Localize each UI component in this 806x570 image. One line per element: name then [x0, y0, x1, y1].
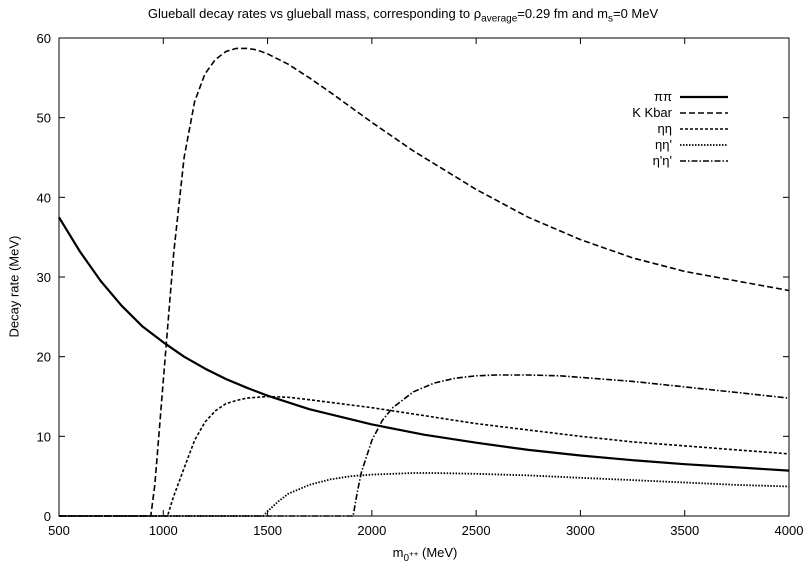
x-tick-label: 2000	[357, 523, 386, 538]
y-tick-label: 30	[37, 270, 51, 285]
x-tick-label: 3000	[566, 523, 595, 538]
y-tick-label: 20	[37, 350, 51, 365]
plot-frame	[58, 37, 790, 517]
x-tick-label: 2500	[462, 523, 491, 538]
legend-label-0: ππ	[654, 89, 672, 104]
y-tick-label: 0	[44, 509, 51, 524]
x-tick-label: 4000	[775, 523, 804, 538]
series-line-1	[59, 47, 790, 517]
series-line-3	[59, 472, 790, 517]
x-tick-label: 1000	[149, 523, 178, 538]
chart-title: Glueball decay rates vs glueball mass, c…	[147, 6, 659, 25]
series-line-0	[58, 216, 790, 472]
x-tick-label: 500	[48, 523, 70, 538]
legend-label-2: ηη	[658, 121, 672, 136]
legend-label-1: K Kbar	[632, 105, 672, 120]
x-tick-label: 3500	[670, 523, 699, 538]
y-tick-label: 50	[37, 111, 51, 126]
y-tick-label: 60	[37, 31, 51, 46]
x-axis-label: m0++ (MeV)	[392, 545, 458, 564]
y-tick-label: 10	[37, 429, 51, 444]
y-tick-label: 40	[37, 190, 51, 205]
series-line-4	[59, 374, 790, 517]
series-line-2	[59, 395, 790, 517]
legend-label-4: η'η'	[653, 153, 672, 168]
x-tick-label: 1500	[253, 523, 282, 538]
legend-label-3: ηη'	[655, 137, 672, 152]
